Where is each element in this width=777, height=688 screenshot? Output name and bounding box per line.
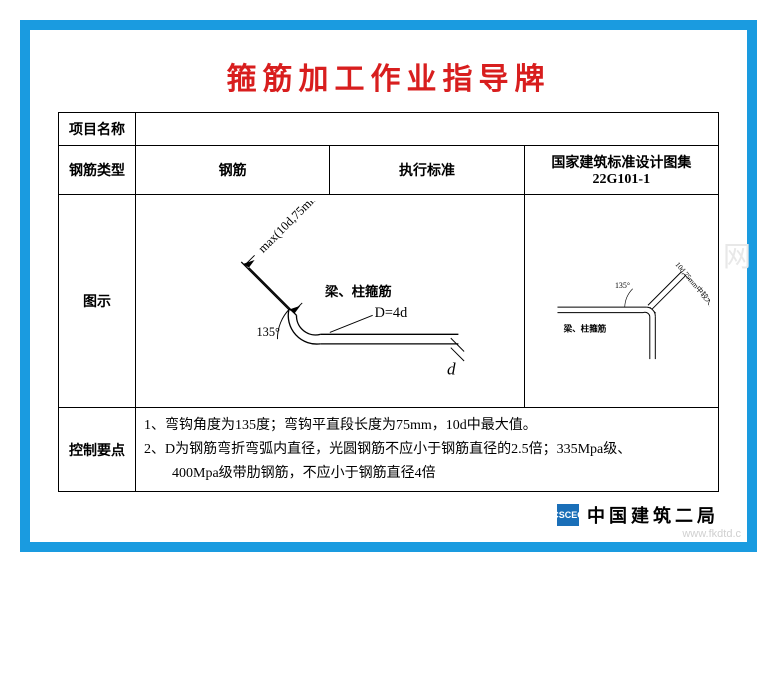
- tail-length-label: 10d,75mm中较大值: [673, 260, 710, 313]
- type-label: 钢筋类型: [59, 146, 136, 195]
- diagram-left-cell: max(10d,75mm) 135° 梁、柱箍筋 D=4d d: [136, 195, 525, 408]
- project-value: [136, 113, 719, 146]
- d4d-label: D=4d: [375, 305, 408, 321]
- control-line-1: 1、弯钩角度为135度；弯钩平直段长度为75mm，10d中最大值。: [144, 414, 710, 438]
- max-label: max(10d,75mm): [255, 201, 323, 256]
- instruction-board: 箍筋加工作业指导牌 项目名称 钢筋类型 钢筋 执行标准 国家建筑标准设计图集22…: [20, 20, 757, 552]
- diagram-label: 图示: [59, 195, 136, 408]
- stirrup-hook-diagram-left: max(10d,75mm) 135° 梁、柱箍筋 D=4d d: [144, 201, 516, 401]
- watermark-side-icon: 网: [723, 235, 751, 275]
- angle-label-left: 135°: [256, 325, 280, 339]
- control-line-3: 400Mpa级带肋钢筋，不应小于钢筋直径4倍: [144, 462, 710, 486]
- standard-label: 执行标准: [330, 146, 524, 195]
- stirrup-hook-diagram-right: 135° 梁、柱箍筋 10d,75mm中较大值: [533, 201, 710, 401]
- watermark-text: www.fkdtd.c: [682, 528, 741, 540]
- spec-table: 项目名称 钢筋类型 钢筋 执行标准 国家建筑标准设计图集22G101-1 图示: [58, 112, 719, 492]
- control-label: 控制要点: [59, 408, 136, 492]
- company-name: 中国建筑二局: [587, 502, 719, 528]
- d-dim-label: d: [447, 359, 456, 378]
- type-value: 钢筋: [136, 146, 330, 195]
- company-logo-icon: CSCEC: [557, 504, 579, 526]
- footer: CSCEC 中国建筑二局: [58, 502, 719, 528]
- diagram-right-cell: 135° 梁、柱箍筋 10d,75mm中较大值: [524, 195, 718, 408]
- standard-value: 国家建筑标准设计图集22G101-1: [524, 146, 718, 195]
- control-line-2: 2、D为钢筋弯折弯弧内直径，光圆钢筋不应小于钢筋直径的2.5倍；335Mpa级、: [144, 438, 710, 462]
- control-points-cell: 1、弯钩角度为135度；弯钩平直段长度为75mm，10d中最大值。 2、D为钢筋…: [136, 408, 719, 492]
- angle-label-right: 135°: [615, 281, 630, 290]
- project-label: 项目名称: [59, 113, 136, 146]
- board-title: 箍筋加工作业指导牌: [58, 54, 719, 98]
- beam-column-label-left: 梁、柱箍筋: [324, 283, 392, 299]
- beam-column-label-right: 梁、柱箍筋: [562, 323, 606, 334]
